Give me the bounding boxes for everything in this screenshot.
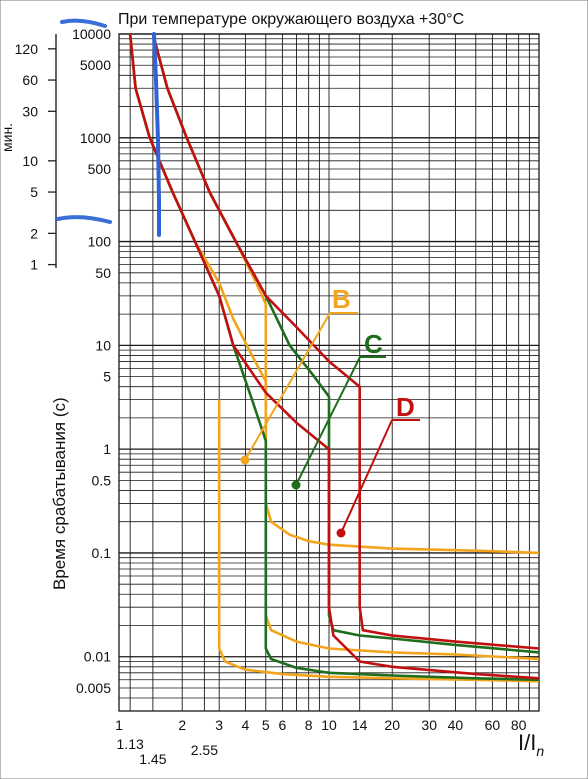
y-tick-label: 100 (88, 234, 112, 250)
label-C: C (364, 329, 383, 359)
y-axis-label: Время срабатывания (с) (50, 397, 69, 590)
x-tick-label: 10 (321, 717, 337, 733)
x-tick-label: 14 (352, 717, 368, 733)
x-tick-label: 6 (279, 717, 287, 733)
label-B-dot (240, 455, 250, 465)
label-B: B (332, 284, 351, 314)
y-tick-label: 0.005 (76, 680, 111, 696)
minutes-tick-label: 60 (22, 72, 38, 88)
y-tick-label: 5 (103, 369, 111, 385)
label-D-group: D (336, 392, 420, 538)
x-tick-label: 40 (448, 717, 464, 733)
label-D-dot (336, 528, 346, 538)
x-tick-label: 3 (215, 717, 223, 733)
minutes-tick-label: 120 (15, 41, 39, 57)
minutes-tick-label: 2 (30, 225, 38, 241)
x-tick-label: 60 (485, 717, 501, 733)
y-tick-label: 0.5 (92, 472, 112, 488)
minutes-tick-label: 30 (22, 103, 38, 119)
x-tick-label-secondary: 1.13 (117, 736, 144, 752)
curve-D-lower (128, 33, 540, 680)
x-axis-label-main: I/I (518, 730, 536, 755)
plot-border (118, 33, 540, 712)
label-C-group: C (291, 329, 386, 490)
x-tick-label: 5 (262, 717, 270, 733)
y-tick-label: 5000 (80, 57, 111, 73)
y-tick-label: 10000 (72, 26, 111, 42)
blue-marker-top (60, 18, 107, 28)
label-C-leader (295, 356, 361, 486)
x-tick-label-secondary: 2.55 (191, 742, 218, 758)
label-D: D (396, 392, 415, 422)
x-tick-label-secondary: 1.45 (139, 751, 166, 767)
blue-marker-vertical (152, 32, 161, 237)
x-tick-label: 2 (178, 717, 186, 733)
blue-marker-bottom (56, 215, 112, 224)
y-tick-label: 0.1 (92, 545, 112, 561)
x-axis-label: I/In (518, 730, 544, 759)
curve-B-trip (217, 399, 540, 683)
y-tick-label: 1 (103, 441, 111, 457)
chart-title: При температуре окружающего воздуха +30°… (118, 11, 464, 28)
minutes-axis: 120 60 30 10 5 2 1 (15, 41, 56, 273)
y-tick-label: 1000 (80, 130, 111, 146)
curves (128, 33, 540, 683)
x-tick-label: 30 (421, 717, 437, 733)
x-tick-label: 8 (305, 717, 313, 733)
y-tick-label: 500 (88, 161, 112, 177)
x-axis-label-sub: n (536, 743, 544, 759)
minutes-tick-label: 10 (22, 153, 38, 169)
label-B-leader (244, 312, 331, 461)
x-tick-label: 80 (511, 717, 527, 733)
x-tick-label: 20 (384, 717, 400, 733)
label-C-dot (291, 480, 301, 490)
minutes-tick-label: 5 (30, 184, 38, 200)
label-D-leader (340, 419, 393, 534)
minutes-tick-label: 1 (30, 257, 38, 273)
x-tick-label: 1 (115, 717, 123, 733)
minutes-axis-label: мин. (0, 123, 15, 152)
y-tick-label: 0.01 (84, 649, 111, 665)
x-tick-label: 4 (242, 717, 250, 733)
tick-labels: 10000 5000 1000 500 100 50 10 5 1 0.5 0.1 0.01 0.005… (72, 26, 527, 767)
y-tick-label: 50 (95, 265, 111, 281)
y-tick-label: 10 (95, 337, 111, 353)
label-B-group: B (240, 284, 358, 465)
